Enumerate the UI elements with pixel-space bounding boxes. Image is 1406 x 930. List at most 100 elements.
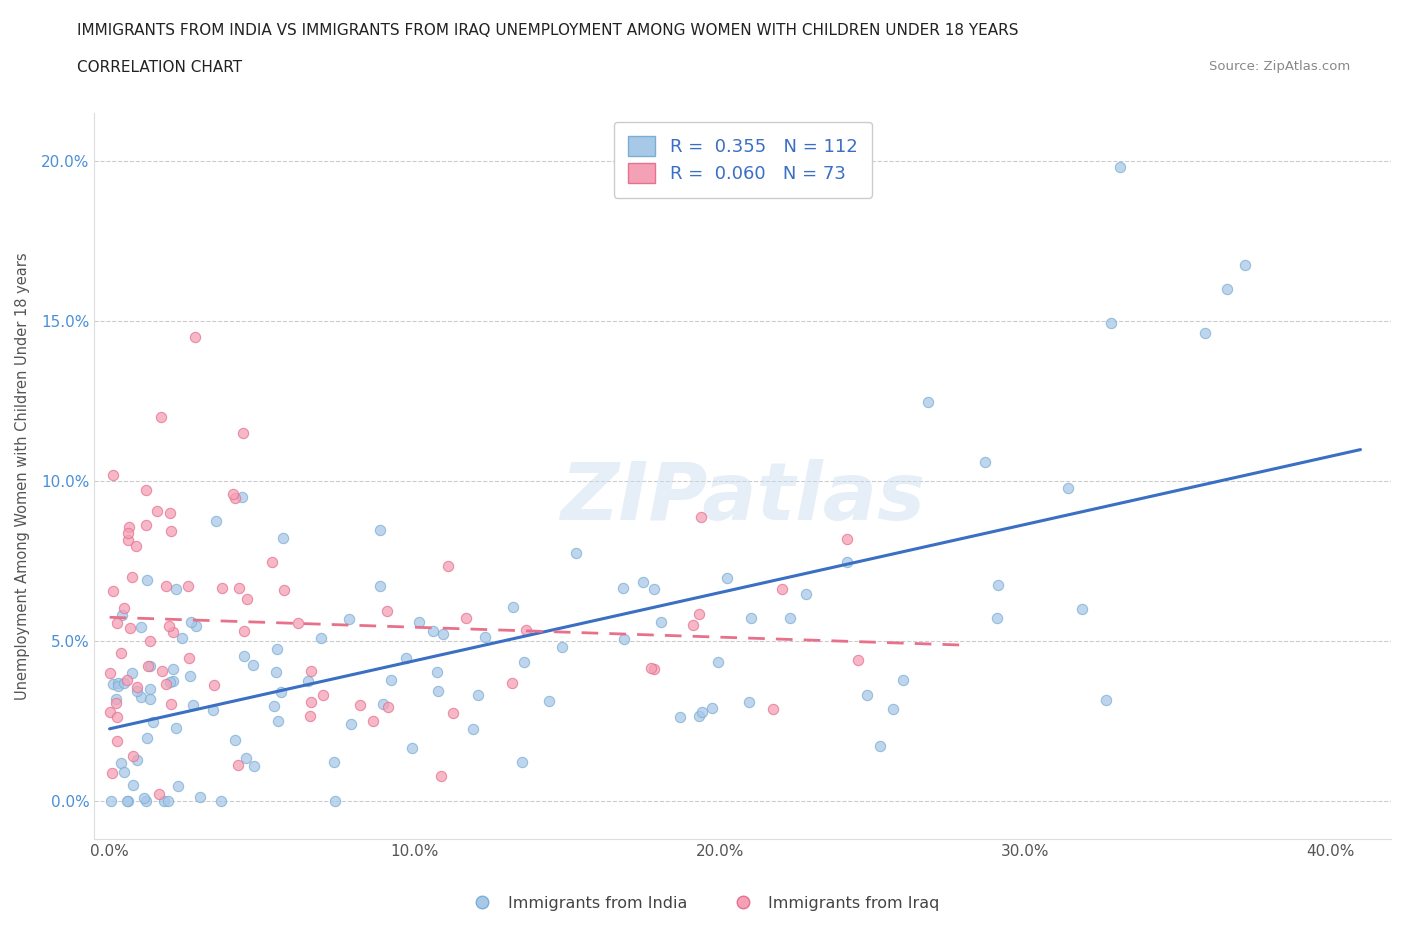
Point	[129, 689, 152, 704]
Point	[738, 695, 761, 710]
Point	[612, 580, 634, 595]
Point	[135, 518, 157, 533]
Point	[1095, 693, 1118, 708]
Text: ZIPatlas: ZIPatlas	[560, 458, 925, 537]
Point	[155, 676, 177, 691]
Y-axis label: Unemployment Among Women with Children Under 18 years: Unemployment Among Women with Children U…	[15, 252, 30, 699]
Point	[882, 702, 904, 717]
Point	[835, 531, 858, 546]
Point	[101, 766, 124, 781]
Point	[643, 582, 665, 597]
Point	[233, 648, 256, 663]
Point	[287, 616, 309, 631]
Point	[100, 793, 122, 808]
Point	[118, 519, 141, 534]
Point	[125, 680, 148, 695]
Point	[204, 514, 226, 529]
Point	[716, 571, 738, 586]
Point	[426, 665, 449, 680]
Point	[160, 697, 183, 711]
Point	[115, 672, 138, 687]
Point	[565, 546, 588, 561]
Point	[103, 676, 125, 691]
Point	[650, 615, 672, 630]
Point	[156, 793, 179, 808]
Point	[323, 754, 346, 769]
Point	[176, 578, 198, 593]
Point	[1071, 602, 1094, 617]
Point	[987, 578, 1010, 592]
Point	[232, 425, 254, 440]
Point	[267, 714, 290, 729]
Text: Source: ZipAtlas.com: Source: ZipAtlas.com	[1209, 60, 1350, 73]
Point	[202, 677, 225, 692]
Text: CORRELATION CHART: CORRELATION CHART	[77, 60, 242, 75]
Point	[1056, 481, 1078, 496]
Point	[917, 394, 939, 409]
Point	[105, 692, 128, 707]
Point	[170, 631, 193, 645]
Point	[794, 587, 817, 602]
Point	[98, 666, 121, 681]
Point	[138, 682, 160, 697]
Point	[159, 506, 181, 521]
Point	[105, 710, 128, 724]
Point	[160, 524, 183, 538]
Point	[101, 468, 124, 483]
Point	[135, 730, 157, 745]
Point	[370, 522, 392, 537]
Point	[299, 709, 322, 724]
Point	[974, 455, 997, 470]
Point	[115, 793, 138, 808]
Point	[835, 555, 858, 570]
Point	[688, 709, 710, 724]
Point	[139, 691, 162, 706]
Legend: R =  0.355   N = 112, R =  0.060   N = 73: R = 0.355 N = 112, R = 0.060 N = 73	[613, 122, 872, 197]
Point	[136, 573, 159, 588]
Point	[762, 702, 785, 717]
Point	[122, 749, 145, 764]
Point	[157, 618, 180, 633]
Text: IMMIGRANTS FROM INDIA VS IMMIGRANTS FROM IRAQ UNEMPLOYMENT AMONG WOMEN WITH CHIL: IMMIGRANTS FROM INDIA VS IMMIGRANTS FROM…	[77, 23, 1019, 38]
Point	[132, 790, 155, 805]
Point	[270, 685, 292, 700]
Point	[135, 483, 157, 498]
Point	[125, 538, 148, 553]
Point	[309, 631, 332, 645]
Point	[105, 734, 128, 749]
Point	[165, 581, 187, 596]
Point	[121, 665, 143, 680]
Point	[339, 717, 361, 732]
Point	[1109, 160, 1132, 175]
Point	[122, 777, 145, 792]
Point	[371, 697, 394, 711]
Point	[502, 600, 524, 615]
Point	[117, 525, 139, 540]
Point	[118, 621, 141, 636]
Point	[232, 623, 254, 638]
Point	[436, 559, 458, 574]
Point	[689, 510, 711, 525]
Point	[165, 721, 187, 736]
Point	[271, 531, 294, 546]
Point	[121, 570, 143, 585]
Legend: Immigrants from India, Immigrants from Iraq: Immigrants from India, Immigrants from I…	[460, 890, 946, 917]
Point	[263, 698, 285, 713]
Point	[180, 615, 202, 630]
Point	[139, 658, 162, 673]
Point	[127, 752, 149, 767]
Point	[770, 582, 793, 597]
Point	[986, 611, 1008, 626]
Point	[377, 699, 399, 714]
Point	[226, 758, 249, 773]
Point	[107, 675, 129, 690]
Point	[537, 694, 560, 709]
Point	[467, 687, 489, 702]
Point	[266, 642, 288, 657]
Point	[395, 650, 418, 665]
Point	[401, 741, 423, 756]
Point	[135, 793, 157, 808]
Point	[127, 684, 149, 698]
Point	[779, 610, 801, 625]
Point	[136, 658, 159, 673]
